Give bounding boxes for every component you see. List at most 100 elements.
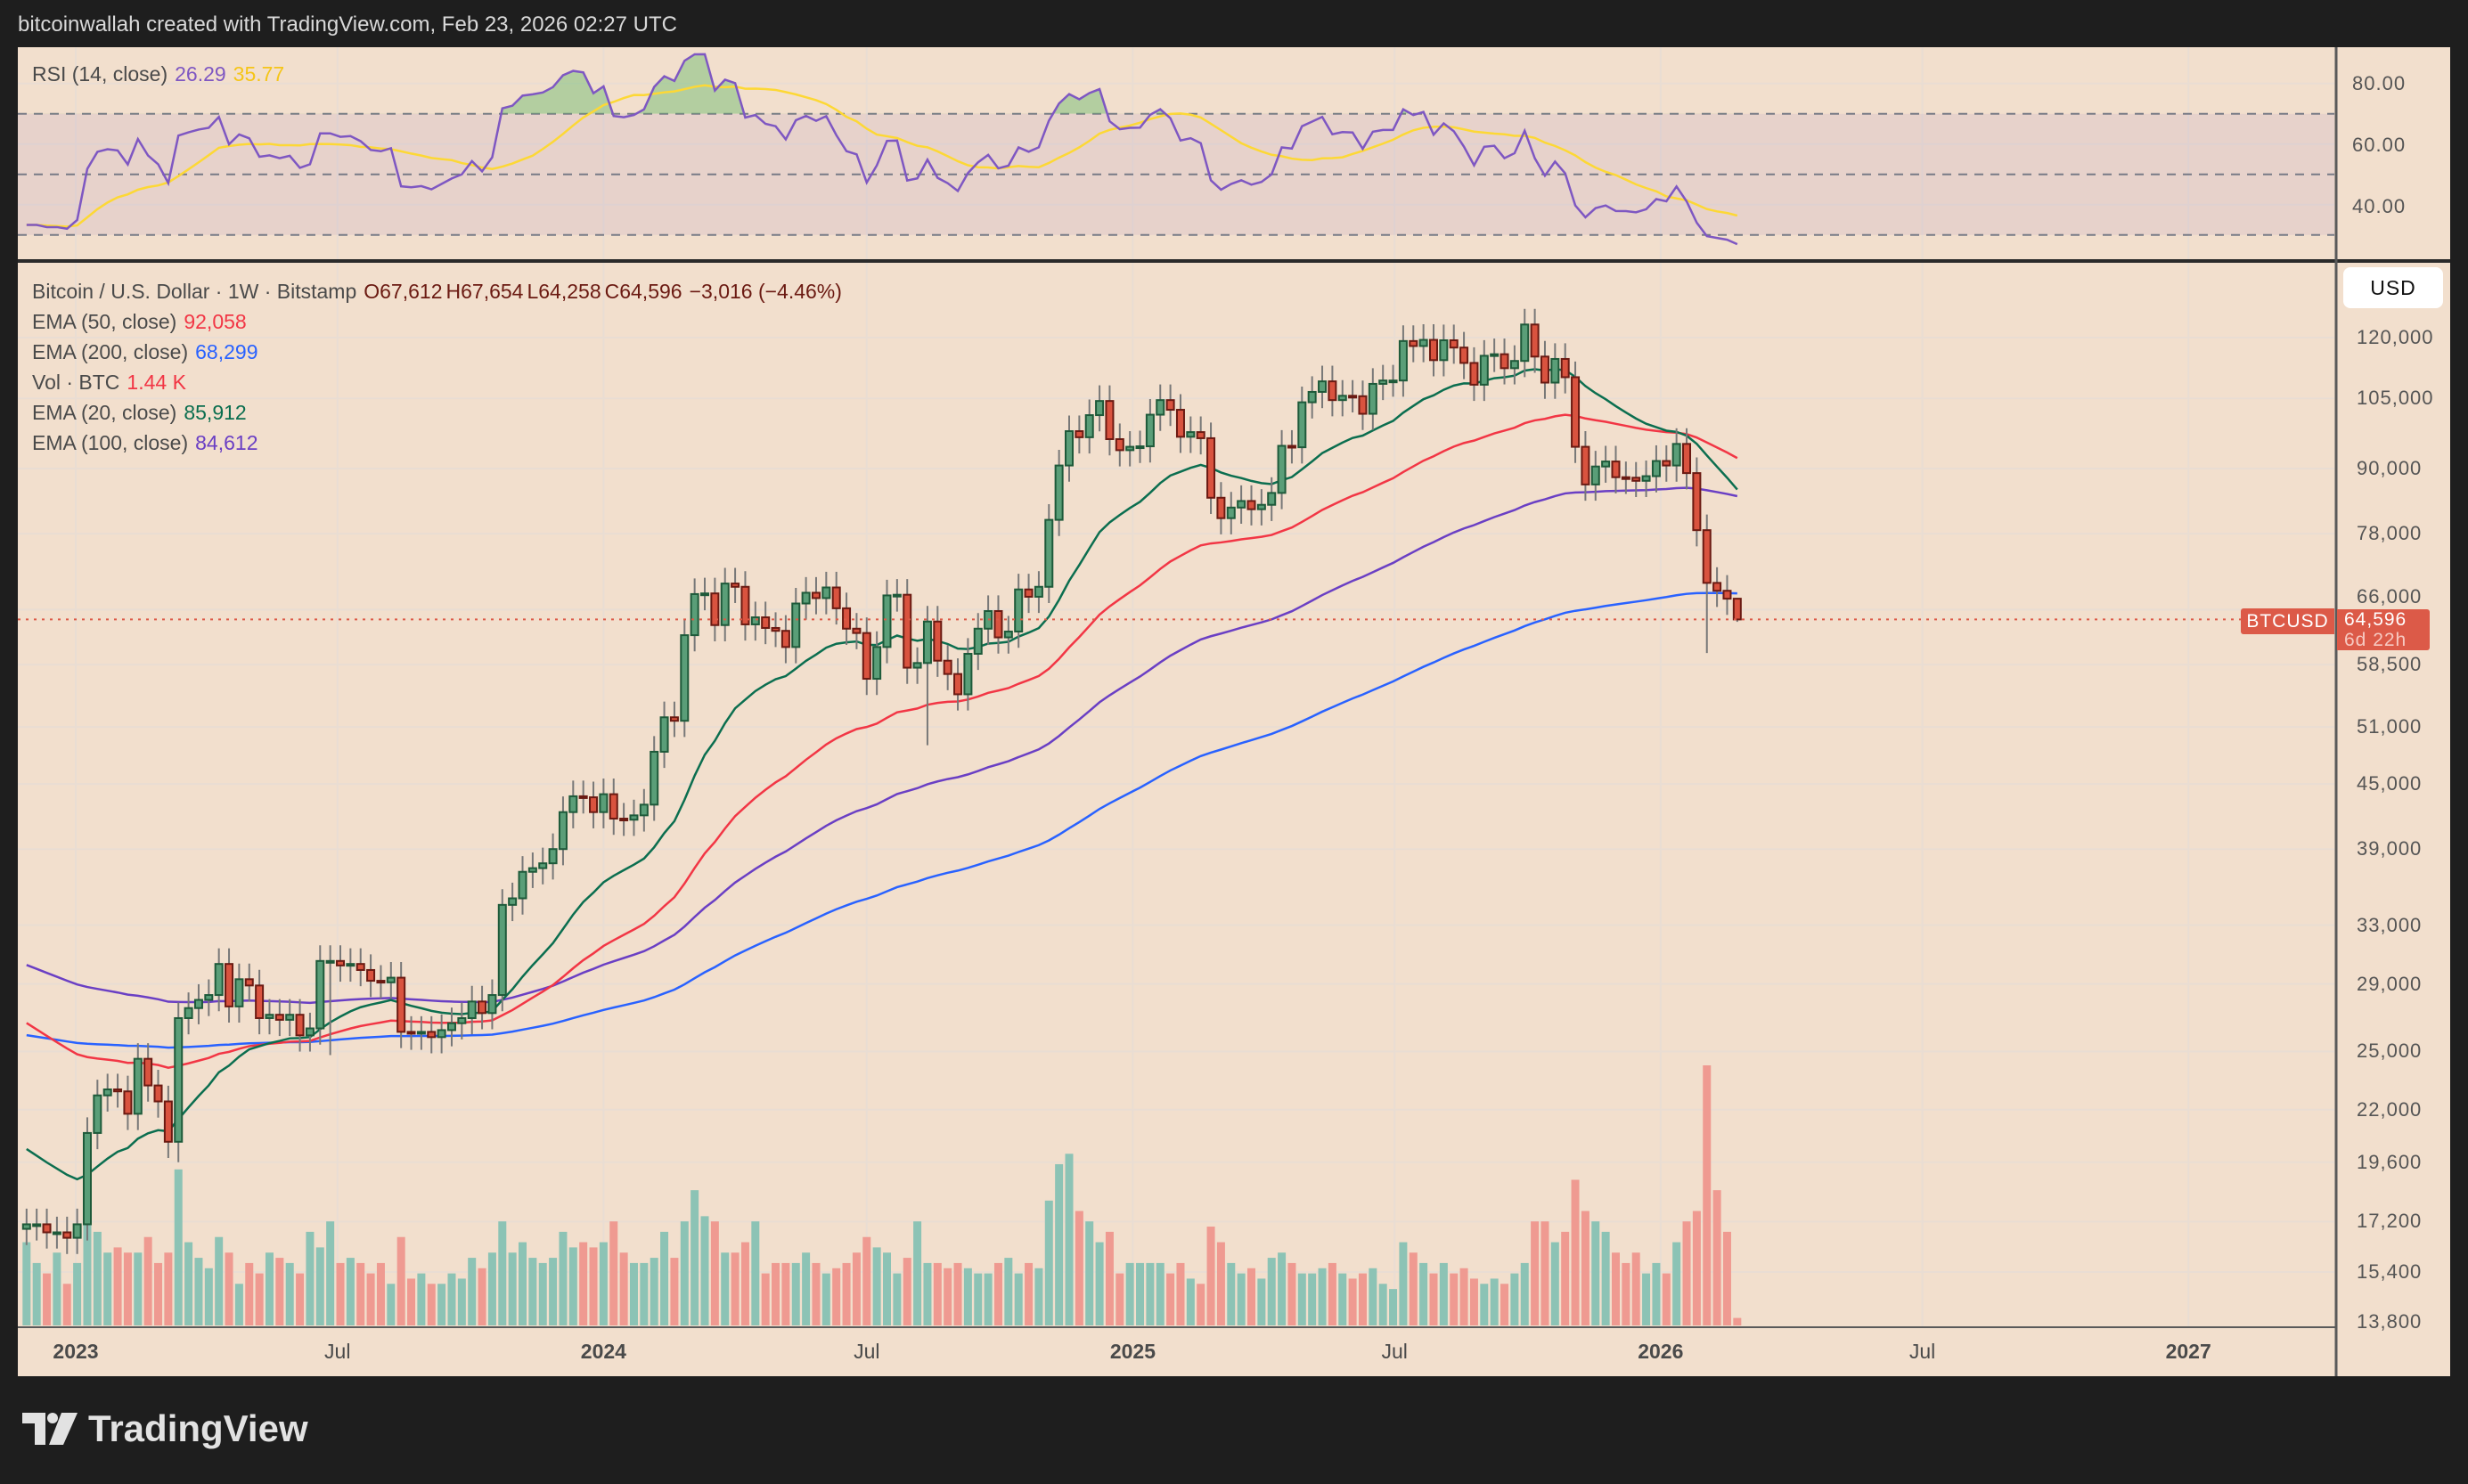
- candle: [1175, 394, 1185, 453]
- ohlc-change: −3,016 (−4.46%): [689, 280, 842, 303]
- volume-bar: [953, 1262, 962, 1325]
- candle-body: [1156, 399, 1165, 416]
- volume-bar: [1369, 1268, 1377, 1325]
- candle-body: [478, 1000, 487, 1015]
- candle: [761, 601, 771, 645]
- candle-body: [1581, 445, 1590, 485]
- candle-body: [852, 627, 862, 634]
- candle-body: [234, 978, 244, 1007]
- candle-body: [690, 592, 699, 637]
- volume-bar: [215, 1236, 224, 1325]
- volume-bar: [1733, 1317, 1742, 1325]
- volume-legend[interactable]: Vol · BTC 1.44 K: [32, 371, 193, 395]
- candle: [193, 983, 203, 1024]
- candle-body: [1014, 588, 1024, 633]
- volume-bar: [933, 1262, 942, 1325]
- ema200-legend[interactable]: EMA (200, close) 68,299: [32, 340, 266, 364]
- candle-body: [963, 652, 973, 696]
- candle: [153, 1070, 163, 1118]
- candle: [437, 1014, 446, 1054]
- candle: [82, 1117, 92, 1241]
- price-tick: 120,000: [2357, 326, 2434, 348]
- candle-body: [62, 1231, 72, 1239]
- volume-bar: [1520, 1262, 1529, 1325]
- candle-body: [184, 1007, 193, 1019]
- rsi-legend[interactable]: RSI (14, close) 26.29 35.77: [32, 62, 291, 86]
- candle: [1287, 429, 1296, 464]
- candle: [1267, 477, 1277, 521]
- volume-bar: [387, 1284, 396, 1325]
- candle-body: [255, 984, 265, 1019]
- volume-bar: [1025, 1262, 1034, 1325]
- candle: [1065, 415, 1075, 482]
- ohlc-low: L64,258: [527, 280, 601, 303]
- candle: [1307, 376, 1317, 419]
- ohlc-high: H67,654: [445, 280, 524, 303]
- candle-body: [1692, 472, 1702, 532]
- candle: [1459, 331, 1469, 379]
- candle-body: [1003, 631, 1013, 639]
- candle-body: [811, 591, 821, 599]
- candle: [710, 577, 720, 641]
- volume-bar: [781, 1262, 790, 1325]
- candle: [1196, 416, 1205, 455]
- volume-bar: [751, 1221, 760, 1325]
- volume-bar: [22, 1242, 31, 1325]
- time-axis-label: 2026: [1638, 1340, 1684, 1363]
- candle-body: [315, 959, 325, 1030]
- volume-bar: [508, 1252, 517, 1325]
- tradingview-logo[interactable]: TradingView: [22, 1407, 308, 1450]
- candle: [336, 945, 346, 983]
- candle: [1671, 428, 1681, 482]
- candle: [852, 613, 862, 649]
- volume-bar: [1682, 1221, 1691, 1325]
- ema20-legend[interactable]: EMA (20, close) 85,912: [32, 401, 254, 425]
- symbol-legend[interactable]: Bitcoin / U.S. Dollar · 1W · Bitstamp O67…: [32, 280, 849, 304]
- symbol-title: Bitcoin / U.S. Dollar · 1W · Bitstamp: [32, 280, 357, 303]
- candle-body: [1328, 380, 1337, 402]
- candle: [1581, 431, 1590, 501]
- tradingview-logo-icon: [22, 1413, 78, 1445]
- candle: [690, 578, 699, 652]
- volume-bar: [1034, 1268, 1043, 1325]
- candle: [1054, 450, 1064, 536]
- volume-bar: [1722, 1231, 1731, 1325]
- candle-body: [892, 593, 902, 598]
- candle: [589, 781, 599, 828]
- volume-bar: [62, 1284, 71, 1325]
- ema100-legend[interactable]: EMA (100, close) 84,612: [32, 431, 266, 455]
- volume-bar: [772, 1262, 780, 1325]
- candle-body: [396, 976, 406, 1033]
- candle: [680, 619, 690, 738]
- volume-bar: [376, 1262, 385, 1325]
- candle-body: [52, 1231, 61, 1235]
- candle-body: [143, 1057, 153, 1087]
- candle-body: [1348, 395, 1358, 399]
- currency-button[interactable]: USD: [2343, 267, 2443, 308]
- candle-body: [1601, 461, 1611, 468]
- candle: [366, 954, 376, 998]
- volume-bar: [993, 1262, 1002, 1325]
- candle: [1337, 379, 1347, 417]
- candle-body: [1540, 355, 1549, 384]
- volume-bar: [447, 1273, 456, 1325]
- candle: [508, 882, 518, 922]
- candle-body: [1246, 500, 1256, 510]
- candle: [446, 1007, 456, 1047]
- candle-body: [497, 903, 507, 997]
- ema50-legend[interactable]: EMA (50, close) 92,058: [32, 310, 254, 334]
- volume-bar: [1055, 1163, 1064, 1325]
- candle: [953, 658, 963, 711]
- candle-body: [325, 959, 335, 964]
- volume-bar: [700, 1216, 709, 1325]
- volume-bar: [559, 1231, 568, 1325]
- candle: [285, 999, 295, 1037]
- candle-body: [457, 1016, 467, 1024]
- candle: [225, 948, 234, 1023]
- candle: [1621, 461, 1630, 494]
- candle: [771, 612, 780, 648]
- candle: [244, 963, 254, 1002]
- candle-body: [558, 811, 568, 851]
- candle-body: [1368, 382, 1377, 415]
